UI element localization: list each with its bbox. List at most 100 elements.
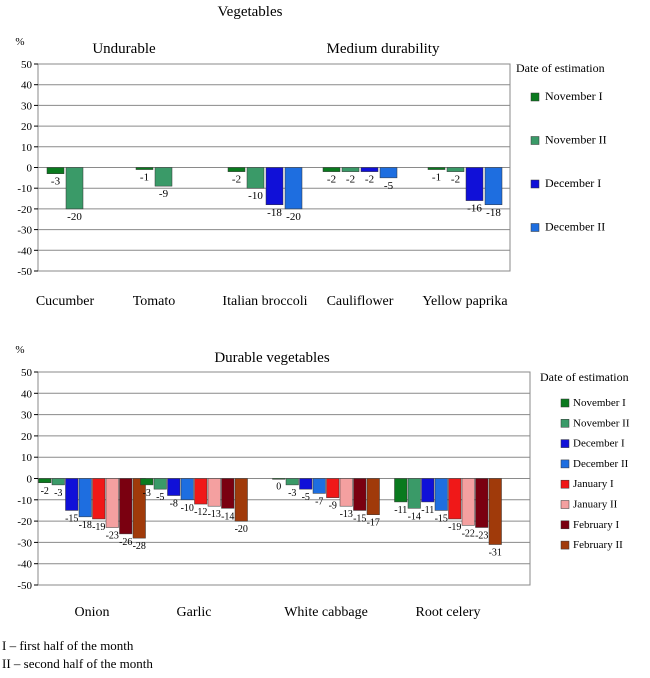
chart-2-data-label: -15 <box>65 513 78 524</box>
chart-2-y-tick-label: -30 <box>17 537 32 549</box>
chart-2-data-label: -15 <box>435 513 448 524</box>
chart-2-data-label: -14 <box>408 511 421 522</box>
chart-1-y-tick-label: 30 <box>21 100 33 112</box>
chart-2-bar <box>119 478 133 535</box>
chart-1-legend-label: December I <box>545 176 601 190</box>
chart-2-bar <box>366 478 380 515</box>
chart-2-legend-label: January I <box>573 478 614 490</box>
chart-1-data-label: -3 <box>51 176 61 188</box>
chart-2-legend-label: November II <box>573 417 630 429</box>
chart-2-bar <box>448 478 462 520</box>
chart-2-legend-marker <box>560 398 570 408</box>
chart-1-data-label: -18 <box>267 207 282 219</box>
chart-2-bar <box>407 478 421 509</box>
chart-1-bar <box>265 167 284 206</box>
chart-1-y-tick-label: 40 <box>21 80 33 92</box>
chart-2-y-tick-label: 0 <box>27 474 33 486</box>
chart-2-legend-title: Date of estimation <box>540 370 629 384</box>
chart-1-y-tick-label: 0 <box>27 163 33 175</box>
chart-1-data-label: -1 <box>432 172 441 184</box>
chart-1-legend-marker <box>530 92 540 102</box>
chart-2-bar <box>461 478 475 526</box>
chart-2-bar <box>475 478 489 528</box>
chart-2-y-tick-label: -20 <box>17 516 32 528</box>
chart-2-category-label: Garlic <box>177 605 212 620</box>
chart-1-category-label: Yellow paprika <box>422 294 508 309</box>
chart-2-data-label: -12 <box>194 507 207 518</box>
chart-2-data-label: -17 <box>367 518 380 529</box>
chart-2-bar <box>421 478 435 503</box>
chart-2-data-label: -23 <box>106 530 119 541</box>
chart-1-legend-marker <box>530 223 540 232</box>
chart-1-data-label: -9 <box>159 188 169 200</box>
chart-2-bar <box>234 478 248 522</box>
chart-2-data-label: -5 <box>302 492 310 503</box>
chart-1-data-label: -5 <box>384 180 394 192</box>
chart-1-y-tick-label: 50 <box>21 59 33 71</box>
chart-2-data-label: -3 <box>288 488 296 499</box>
chart-2-data-label: -10 <box>181 503 194 514</box>
chart-1-data-label: -10 <box>248 190 263 202</box>
chart-1-y-tick-label: 10 <box>21 142 33 154</box>
chart-2-y-tick-label: -10 <box>17 495 32 507</box>
chart-2-bar <box>180 478 194 501</box>
chart-2-data-label: -3 <box>143 488 151 499</box>
chart-2-legend-marker <box>560 500 570 509</box>
chart-2-data-label: -26 <box>119 537 132 548</box>
chart-1-data-label: -16 <box>467 203 482 215</box>
chart-2-category-label: Onion <box>75 605 110 620</box>
chart-2-bar <box>312 478 326 494</box>
chart-1-bar <box>284 167 303 210</box>
chart-2-y-tick-label: 20 <box>21 431 33 443</box>
chart-2-legend-marker <box>560 479 570 489</box>
chart-1-bar <box>465 167 484 201</box>
chart-2-legend-label: December II <box>573 458 629 470</box>
chart-1-legend-marker <box>530 179 540 189</box>
footnote-first-half: I – first half of the month <box>2 638 134 653</box>
chart-1-legend-label: December II <box>545 220 605 234</box>
chart-2-bar <box>299 478 313 490</box>
chart-2-bar <box>38 478 52 484</box>
chart-2-bar <box>339 478 353 507</box>
chart-1-data-label: -20 <box>67 211 82 223</box>
chart-1-y-axis-label: % <box>15 36 24 48</box>
chart-1-bar <box>322 167 341 172</box>
chart-1-group-label: Undurable <box>92 41 156 57</box>
chart-2-category-label: Root celery <box>416 605 481 620</box>
chart-2-legend-label: February II <box>573 539 623 551</box>
chart-2-bar <box>167 478 181 496</box>
chart-2-bar <box>394 478 408 503</box>
chart-2-bar <box>132 478 146 539</box>
chart-2-data-label: -9 <box>329 501 337 512</box>
chart-1-data-label: -20 <box>286 211 301 223</box>
chart-1-bar <box>135 167 154 170</box>
chart-2-y-tick-label: 10 <box>21 452 33 464</box>
chart-2-bar <box>92 478 106 520</box>
chart-2-legend-marker <box>560 459 570 469</box>
chart-1-bar <box>446 167 465 172</box>
chart-2-data-label: -13 <box>208 509 221 520</box>
footnote-second-half: II – second half of the month <box>2 656 153 671</box>
chart-1-title: Vegetables <box>218 4 283 20</box>
chart-2-data-label: -14 <box>221 511 234 522</box>
chart-2-category-label: White cabbage <box>284 605 368 620</box>
chart-2-bar <box>51 478 65 486</box>
chart-1-bar <box>227 167 246 172</box>
chart-2-data-label: -19 <box>448 522 461 533</box>
chart-2-legend-marker <box>560 439 570 448</box>
chart-1-bar <box>341 167 360 172</box>
chart-1-category-label: Cauliflower <box>327 294 394 309</box>
chart-2-data-label: -18 <box>79 520 92 531</box>
chart-1-group-label: Medium durability <box>327 41 440 57</box>
chart-1-bar <box>360 167 379 172</box>
chart-2-bar <box>194 478 208 505</box>
chart-1-data-label: -2 <box>365 174 374 186</box>
chart-2-bar <box>65 478 79 511</box>
chart-2-legend-marker <box>560 520 570 530</box>
chart-2-bar <box>326 478 340 498</box>
chart-2-legend-marker <box>560 419 570 428</box>
chart-1-bar <box>46 167 65 174</box>
chart-1-legend-label: November II <box>545 133 607 147</box>
chart-1-y-tick-label: -10 <box>17 183 32 195</box>
